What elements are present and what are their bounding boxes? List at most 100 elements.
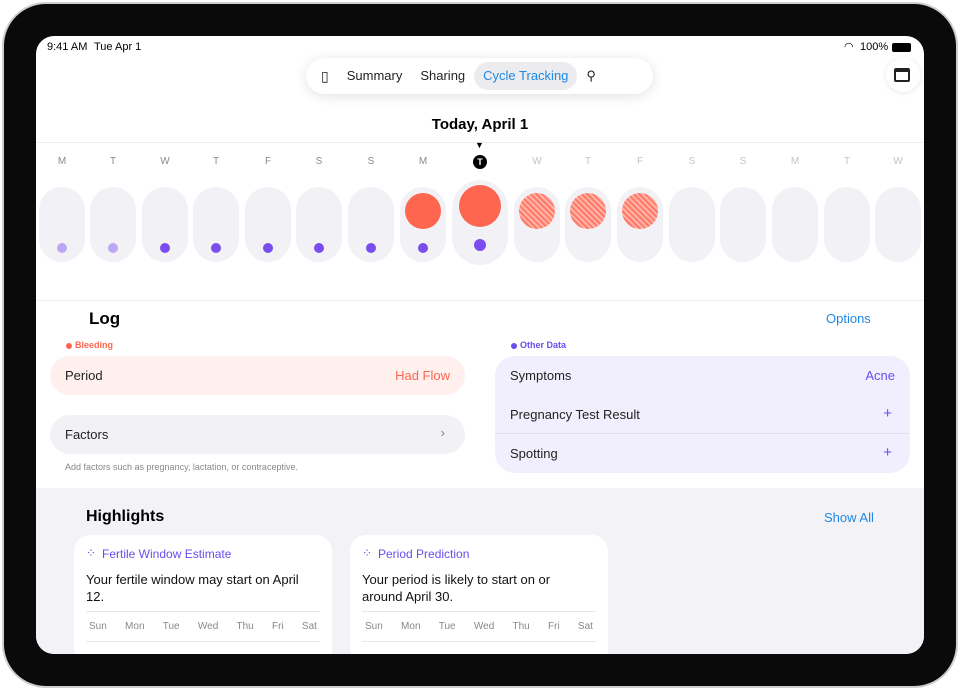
card-body: Your fertile window may start on April 1… — [86, 572, 299, 604]
weekday: Fri — [548, 621, 560, 632]
plus-icon[interactable]: + — [883, 444, 892, 461]
pregnancy-test-row[interactable]: Pregnancy Test Result + — [495, 395, 910, 434]
other-data-card: Symptoms Acne Pregnancy Test Result + Sp… — [495, 356, 910, 473]
weekday: Thu — [512, 621, 530, 632]
other-data-dot-icon — [511, 343, 517, 349]
weekday: Wed — [197, 621, 219, 632]
weekday: Wed — [473, 621, 495, 632]
day-pill[interactable] — [193, 187, 239, 262]
day-pill[interactable] — [296, 187, 342, 262]
day-pill[interactable] — [720, 187, 766, 262]
symptoms-row[interactable]: Symptoms Acne — [495, 356, 910, 395]
predicted-period-marker — [519, 193, 555, 229]
other-data-marker — [57, 243, 67, 253]
day-pill[interactable] — [400, 187, 446, 262]
weekday-row: Sun Mon Tue Wed Thu Fri Sat — [362, 611, 596, 642]
day-letter: S — [739, 156, 747, 167]
day-pill[interactable] — [565, 187, 611, 262]
other-data-marker — [263, 243, 273, 253]
weekday: Sun — [89, 621, 107, 632]
status-time: 9:41 AM — [47, 41, 88, 53]
day-pill[interactable] — [452, 180, 508, 265]
search-icon[interactable]: ⚲ — [586, 68, 596, 83]
symptoms-label: Symptoms — [510, 368, 572, 383]
day-pill[interactable] — [90, 187, 136, 262]
day-letter: W — [532, 156, 542, 167]
day-pill[interactable] — [824, 187, 870, 262]
symptoms-value: Acne — [865, 368, 895, 383]
calendar-add-button[interactable] — [886, 58, 920, 92]
sidebar-icon[interactable]: ▯ — [321, 68, 329, 84]
card-title: Period Prediction — [378, 547, 470, 561]
tab-cycle-tracking[interactable]: Cycle Tracking — [474, 62, 578, 90]
day-pill[interactable] — [875, 187, 921, 262]
day-pill[interactable] — [617, 187, 663, 262]
tab-sharing[interactable]: Sharing — [420, 68, 466, 83]
other-data-marker — [211, 243, 221, 253]
day-letter: M — [57, 156, 67, 167]
today-marker-icon: ▼ — [475, 140, 484, 150]
sparkle-icon: ⁘ — [362, 546, 373, 560]
card-title: Fertile Window Estimate — [102, 547, 232, 561]
factors-row[interactable]: Factors › — [50, 415, 465, 454]
day-pill[interactable] — [142, 187, 188, 262]
spotting-label: Spotting — [510, 446, 558, 461]
highlights-section: Highlights Show All ⁘ Fertile Window Est… — [36, 488, 924, 654]
divider — [36, 300, 924, 301]
date-title: Today, April 1 — [431, 116, 529, 133]
other-data-marker — [474, 239, 486, 251]
bleeding-label: Bleeding — [75, 340, 114, 350]
tab-summary[interactable]: Summary — [346, 68, 403, 83]
day-pill[interactable] — [514, 187, 560, 262]
day-letter: S — [315, 156, 323, 167]
weekday: Thu — [236, 621, 254, 632]
top-nav: ▯ Summary Sharing Cycle Tracking ⚲ — [306, 58, 653, 94]
day-pill[interactable] — [669, 187, 715, 262]
bleeding-dot-icon — [66, 343, 72, 349]
weekday-row: Sun Mon Tue Wed Thu Fri Sat — [86, 611, 320, 642]
day-letter: T — [109, 156, 117, 167]
day-pill[interactable] — [245, 187, 291, 262]
other-data-marker — [418, 243, 428, 253]
highlight-card-period[interactable]: ⁘ Period Prediction Your period is likel… — [350, 535, 608, 654]
pregnancy-label: Pregnancy Test Result — [510, 407, 640, 422]
screen: 9:41 AM Tue Apr 1 ◠ 100% ▯ Summary Shari… — [36, 36, 924, 654]
status-date: Tue Apr 1 — [94, 41, 142, 53]
calendar-add-icon — [894, 68, 910, 82]
day-letter: T — [212, 156, 220, 167]
highlight-card-fertile[interactable]: ⁘ Fertile Window Estimate Your fertile w… — [74, 535, 332, 654]
period-flow-marker — [459, 185, 501, 227]
day-letter: T — [843, 156, 851, 167]
factors-hint: Add factors such as pregnancy, lactation… — [65, 462, 298, 472]
day-letter: T — [584, 156, 592, 167]
day-letter: F — [264, 156, 272, 167]
battery-level: 100% — [860, 41, 889, 53]
other-data-marker — [366, 243, 376, 253]
spotting-row[interactable]: Spotting + — [495, 434, 910, 473]
weekday: Sat — [577, 621, 593, 632]
wifi-icon: ◠ — [844, 41, 854, 53]
highlights-title: Highlights — [86, 508, 165, 525]
day-letter: M — [418, 156, 428, 167]
weekday: Mon — [125, 621, 145, 632]
day-pill[interactable] — [39, 187, 85, 262]
period-label: Period — [65, 368, 103, 383]
day-pill[interactable] — [772, 187, 818, 262]
other-data-marker — [314, 243, 324, 253]
options-link[interactable]: Options — [826, 311, 871, 326]
other-data-marker — [160, 243, 170, 253]
factors-label: Factors — [65, 427, 109, 442]
day-letter: W — [893, 156, 903, 167]
weekday: Mon — [401, 621, 421, 632]
show-all-link[interactable]: Show All — [824, 510, 874, 525]
day-letter: S — [688, 156, 696, 167]
other-data-marker — [108, 243, 118, 253]
log-title: Log — [89, 309, 121, 328]
day-pill[interactable] — [348, 187, 394, 262]
chevron-right-icon: › — [440, 425, 445, 440]
day-letter: S — [367, 156, 375, 167]
battery-icon — [892, 43, 911, 52]
period-row[interactable]: Period Had Flow — [50, 356, 465, 395]
day-letter: F — [636, 156, 644, 167]
plus-icon[interactable]: + — [883, 405, 892, 422]
